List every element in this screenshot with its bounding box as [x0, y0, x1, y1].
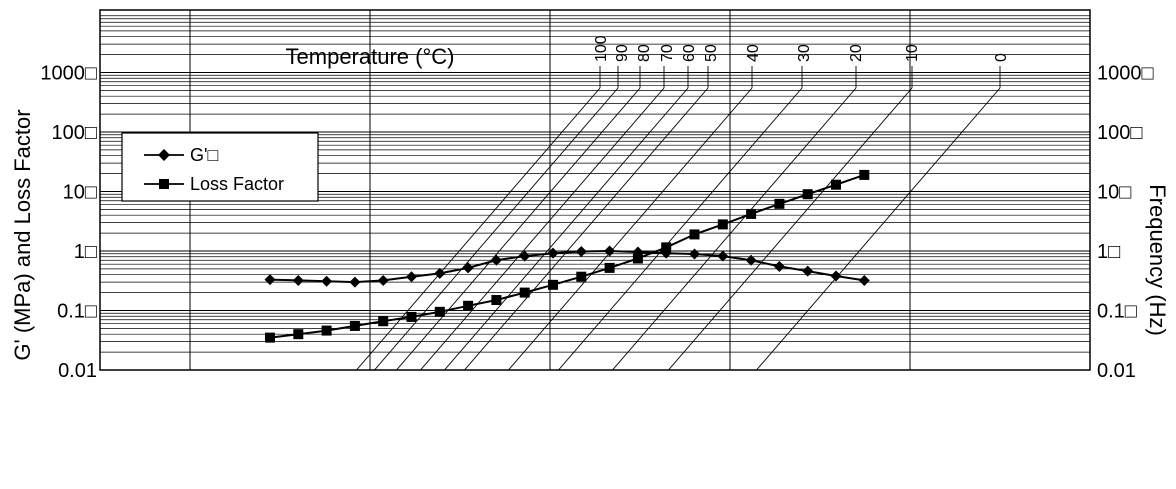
data-point-gprime [830, 270, 842, 282]
data-point-gprime [604, 245, 616, 257]
isotherm-label: 40 [745, 44, 762, 62]
isotherm-line [463, 87, 709, 370]
data-point-gprime [632, 246, 644, 258]
data-point-loss-factor [831, 179, 841, 190]
temperature-isotherm-labels: 100 90 80 70 60 50 40 30 20 10 0 [593, 35, 1010, 88]
data-point-loss-factor [717, 219, 728, 230]
isotherm-line [443, 87, 689, 370]
isotherm-line [395, 87, 641, 370]
data-point-gprime [349, 276, 361, 288]
left-tick-label: 10□ [63, 182, 97, 204]
data-point-gprime [802, 265, 814, 277]
isotherm-line [667, 87, 913, 370]
data-point-loss-factor [265, 332, 275, 343]
data-point-loss-factor [349, 320, 360, 331]
temperature-isotherms [355, 87, 1001, 370]
isotherm-label: 70 [659, 44, 676, 62]
data-point-loss-factor [746, 208, 757, 219]
isotherm-line [755, 87, 1001, 370]
data-point-gprime [773, 260, 785, 272]
data-point-gprime [519, 250, 531, 262]
isotherm-label: 60 [681, 44, 698, 62]
data-point-gprime [462, 262, 474, 274]
right-tick-label: 1000□ [1097, 63, 1154, 85]
data-point-loss-factor [689, 229, 700, 240]
data-point-loss-factor [434, 306, 445, 317]
left-tick-label: 1000□ [40, 63, 97, 85]
y2-axis-label: Frequency (Hz) [1145, 184, 1170, 336]
data-point-loss-factor [491, 295, 502, 306]
left-axis-tick-labels: 1000□ 100□ 10□ 1□ 0.1□ 0.01 [40, 63, 97, 383]
data-point-loss-factor [802, 189, 813, 200]
data-point-loss-factor [859, 169, 870, 180]
isotherm-label: 0 [993, 53, 1010, 62]
legend-marker-diamond [158, 149, 170, 161]
right-tick-label: 10□ [1097, 182, 1131, 204]
left-tick-label: 0.1□ [57, 301, 97, 323]
series-line-loss-factor [269, 173, 865, 339]
data-point-gprime [547, 247, 559, 259]
isotherm-label: 90 [614, 44, 631, 62]
data-point-loss-factor [632, 253, 643, 264]
data-point-gprime [377, 274, 389, 286]
left-tick-label: 100□ [52, 122, 97, 144]
isotherm-label: 50 [703, 44, 720, 62]
right-axis-tick-labels: 1000□ 100□ 10□ 1□ 0.1□ 0.01 [1097, 63, 1154, 383]
data-point-gprime [490, 254, 502, 266]
data-point-loss-factor [406, 311, 417, 322]
data-point-loss-factor [321, 325, 332, 336]
isotherm-line [611, 87, 857, 370]
isotherm-label: 100 [593, 35, 610, 62]
right-tick-label: 100□ [1097, 122, 1142, 144]
isotherm-line [373, 87, 619, 370]
isotherm-label: 80 [636, 44, 653, 62]
isotherm-line [355, 87, 601, 370]
data-point-loss-factor [774, 198, 785, 209]
data-point-gprime [434, 267, 446, 279]
left-tick-label: 0.01 [58, 360, 97, 382]
data-point-loss-factor [378, 316, 389, 327]
data-point-gprime [858, 274, 870, 286]
right-tick-label: 0.1□ [1097, 301, 1137, 323]
isotherm-label: 10 [904, 44, 921, 62]
isotherm-label: 20 [848, 44, 865, 62]
right-tick-label: 0.01 [1097, 360, 1136, 382]
isotherm-line [557, 87, 803, 370]
y-axis-label: G' (MPa) and Loss Factor [10, 109, 35, 360]
plot-frame [99, 9, 1091, 371]
temperature-title: Temperature (°C) [286, 44, 455, 69]
data-point-loss-factor [661, 242, 672, 253]
left-tick-label: 1□ [74, 241, 97, 263]
data-point-gprime [264, 274, 276, 286]
legend-label-loss-factor: Loss Factor [190, 174, 284, 194]
data-point-gprime [292, 274, 304, 286]
series-line-gprime [269, 249, 865, 284]
data-point-gprime [745, 254, 757, 266]
data-point-gprime [575, 246, 587, 258]
data-point-gprime [321, 275, 333, 287]
data-point-gprime [689, 248, 700, 260]
data-point-loss-factor [604, 262, 615, 273]
data-point-loss-factor [463, 300, 474, 311]
isotherm-line [507, 87, 753, 370]
data-point-gprime [406, 271, 417, 283]
right-tick-label: 1□ [1097, 241, 1120, 263]
data-point-loss-factor [548, 279, 558, 290]
isotherm-line [419, 87, 665, 370]
legend-box [121, 132, 319, 202]
data-point-loss-factor [519, 287, 530, 298]
legend: G'□ Loss Factor [121, 132, 319, 202]
legend-marker-square [159, 179, 169, 189]
data-point-loss-factor [576, 271, 587, 282]
isotherm-label: 30 [796, 44, 813, 62]
data-point-gprime [717, 250, 729, 262]
data-point-loss-factor [293, 329, 304, 340]
legend-label-gprime: G'□ [190, 145, 218, 165]
data-series [264, 169, 870, 343]
